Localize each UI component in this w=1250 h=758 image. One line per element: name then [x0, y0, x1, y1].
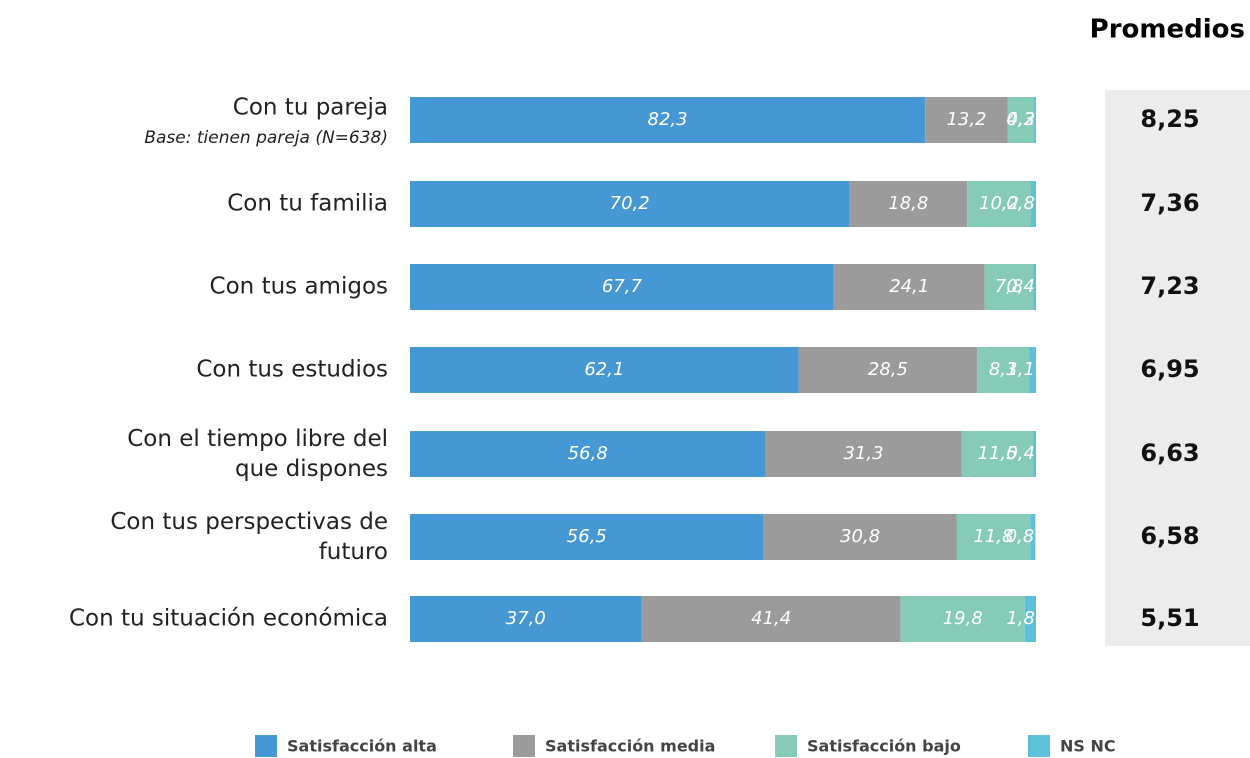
- value-label: 41,4: [751, 608, 791, 629]
- category-label: Con tus estudios: [196, 357, 388, 383]
- bar-segment: [763, 514, 957, 560]
- category-label: Con tus amigos: [210, 274, 388, 300]
- value-label: 0,8: [1006, 193, 1035, 214]
- bar-segment: [1030, 514, 1036, 560]
- bar-segment: [977, 347, 1030, 393]
- bar-segment: [410, 514, 764, 560]
- bar-segment: [956, 514, 1031, 560]
- bar-segment: [410, 431, 766, 477]
- average-value: 6,63: [1140, 439, 1199, 467]
- value-label: 31,3: [843, 443, 883, 464]
- bar-segment: [410, 181, 850, 227]
- bar-segment: [961, 431, 1034, 477]
- averages-panel: [1105, 90, 1250, 646]
- bar-segment: [798, 347, 978, 393]
- value-label: 37,0: [506, 608, 546, 629]
- bar-segment: [984, 264, 1034, 310]
- bar-segment: [833, 264, 985, 310]
- average-value: 6,58: [1140, 522, 1199, 550]
- category-label: Con tu familia: [227, 191, 388, 217]
- value-label: 56,5: [567, 526, 607, 547]
- legend-label: Satisfacción alta: [287, 737, 437, 756]
- bar-segment: [410, 596, 642, 642]
- value-label: 18,8: [888, 193, 928, 214]
- value-label: 56,8: [568, 443, 608, 464]
- value-label: 1,1: [1006, 359, 1035, 380]
- category-label: Con tu situación económica: [69, 606, 388, 632]
- legend-label: Satisfacción media: [545, 737, 715, 756]
- bar-segment: [900, 596, 1025, 642]
- average-value: 7,23: [1140, 272, 1199, 300]
- average-value: 6,95: [1140, 355, 1199, 383]
- bar-segment: [1024, 596, 1036, 642]
- value-label: 8,3: [989, 359, 1018, 380]
- value-label: 1,8: [1006, 608, 1035, 629]
- value-label: 0,8: [1006, 526, 1035, 547]
- bar-segment: [1033, 431, 1036, 477]
- value-label: 7,8: [995, 276, 1024, 297]
- average-value: 8,25: [1140, 105, 1199, 133]
- legend-swatch: [255, 735, 277, 757]
- bar-segment: [849, 181, 968, 227]
- legend-swatch: [1028, 735, 1050, 757]
- value-label: 67,7: [602, 276, 643, 297]
- category-note: Base: tienen pareja (N=638): [144, 128, 388, 148]
- legend-label: Satisfacción bajo: [807, 737, 961, 756]
- bar-segment: [1007, 97, 1035, 143]
- average-value: 7,36: [1140, 189, 1199, 217]
- value-label: 24,1: [889, 276, 929, 297]
- value-label: 10,2: [979, 193, 1019, 214]
- bar-segment: [1034, 97, 1036, 143]
- value-label: 28,5: [868, 359, 908, 380]
- value-label: 4,2: [1007, 109, 1036, 130]
- bar-segment: [967, 181, 1031, 227]
- legend-swatch: [775, 735, 797, 757]
- bar-segment: [1029, 347, 1036, 393]
- value-label: 0,3: [1006, 109, 1035, 130]
- category-label: Con el tiempo libre del que dispones: [127, 426, 388, 482]
- bar-segment: [1033, 264, 1036, 310]
- category-label: Con tu pareja: [233, 95, 388, 121]
- value-label: 0,4: [1006, 443, 1035, 464]
- value-label: 70,2: [610, 193, 650, 214]
- bar-segment: [925, 97, 1008, 143]
- value-label: 19,8: [943, 608, 983, 629]
- value-label: 11,5: [977, 443, 1017, 464]
- bar-segment: [410, 264, 834, 310]
- value-label: 82,3: [648, 109, 688, 130]
- averages-title: Promedios: [1090, 15, 1245, 45]
- legend-label: NS NC: [1060, 737, 1116, 756]
- value-label: 13,2: [946, 109, 986, 130]
- bar-segment: [641, 596, 901, 642]
- bar-segment: [765, 431, 962, 477]
- category-label: Con tus perspectivas de futuro: [110, 509, 388, 565]
- bar-segment: [410, 97, 926, 143]
- legend-swatch: [513, 735, 535, 757]
- bar-segment: [410, 347, 799, 393]
- value-label: 0,4: [1006, 276, 1035, 297]
- bar-segment: [1030, 181, 1036, 227]
- value-label: 62,1: [584, 359, 624, 380]
- value-label: 30,8: [840, 526, 880, 547]
- average-value: 5,51: [1140, 604, 1199, 632]
- value-label: 11,8: [973, 526, 1013, 547]
